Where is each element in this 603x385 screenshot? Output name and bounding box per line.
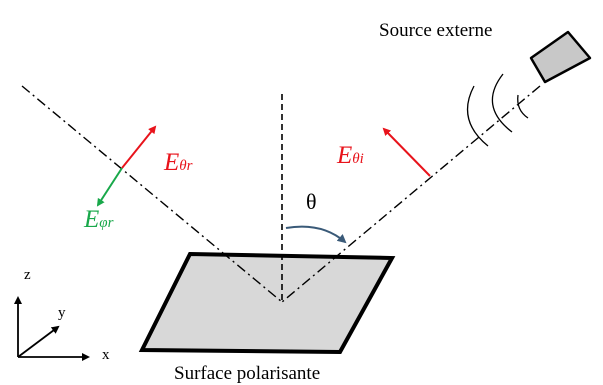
e-theta-incident-sub: θi [352,151,364,167]
e-theta-reflected-arrow [121,125,157,169]
e-theta-incident-label: Eθi [337,143,364,168]
y-axis [17,325,60,358]
external-source-horn [529,30,592,84]
theta-angle-arrow [285,225,347,244]
e-theta-incident-arrow [382,127,431,177]
wave-arc-middle [491,73,513,133]
e-phi-reflected-main: E [84,206,100,233]
wave-arc-inner [517,94,529,119]
y-axis-label: y [58,305,66,321]
e-theta-reflected-label: Eθr [164,150,193,175]
wave-arc-outer [466,85,489,147]
incident-ray [281,85,541,303]
e-phi-reflected-arrow [96,167,123,207]
e-theta-reflected-main: E [164,149,180,176]
reflected-ray [21,85,283,303]
polarizing-surface [138,251,396,355]
e-theta-reflected-sub: θr [179,158,193,174]
e-theta-incident-main: E [337,142,353,169]
z-axis-label: z [24,267,31,283]
theta-label: θ [306,189,317,214]
source-label: Source externe [379,20,493,41]
x-axis-label: x [102,347,110,363]
surface-label: Surface polarisante [174,363,321,384]
e-phi-reflected-label: Eφr [84,207,113,232]
e-phi-reflected-sub: φr [99,215,114,231]
